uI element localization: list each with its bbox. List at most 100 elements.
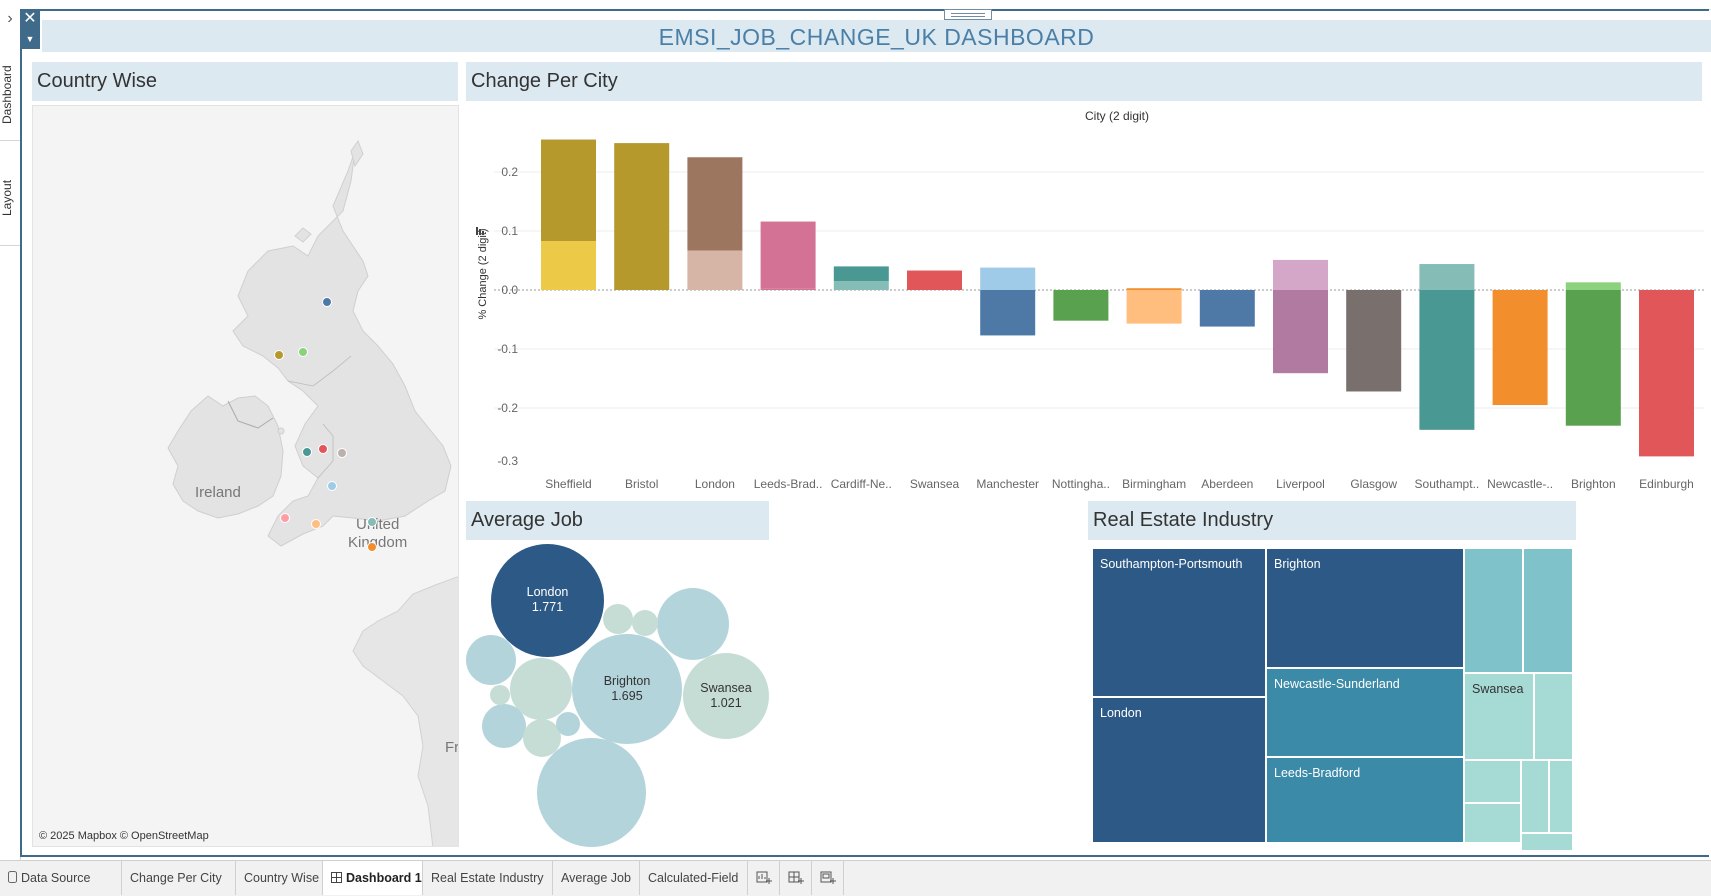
bar-aberdeen[interactable] xyxy=(1199,290,1255,327)
map-city-marker[interactable] xyxy=(318,444,328,454)
bar-segment[interactable] xyxy=(760,221,816,289)
map-city-marker[interactable] xyxy=(367,542,377,552)
average-job-title: Average Job xyxy=(466,501,769,540)
tab-data-source[interactable]: Data Source xyxy=(0,861,122,895)
bar-segment[interactable] xyxy=(1565,290,1621,426)
new-worksheet-icon[interactable] xyxy=(748,861,780,895)
bar-segment[interactable] xyxy=(907,270,962,290)
map-city-marker[interactable] xyxy=(322,297,332,307)
treemap-cell[interactable] xyxy=(1464,760,1521,803)
treemap-cell[interactable] xyxy=(1464,803,1521,843)
bar-segment[interactable] xyxy=(1346,290,1402,392)
sort-icon[interactable] xyxy=(476,227,484,235)
treemap-cell-swansea[interactable]: Swansea xyxy=(1464,673,1534,760)
map-city-marker[interactable] xyxy=(280,513,290,523)
bubble[interactable] xyxy=(556,712,580,736)
bar-segment[interactable] xyxy=(1492,290,1548,406)
move-handle-icon[interactable] xyxy=(944,9,992,20)
bar-glasgow[interactable] xyxy=(1346,290,1402,392)
bar-manchester[interactable] xyxy=(980,267,1036,336)
bubble[interactable] xyxy=(523,719,561,757)
side-tab-layout[interactable]: Layout xyxy=(0,179,14,216)
bar-segment[interactable] xyxy=(833,266,889,282)
bar-segment[interactable] xyxy=(760,288,816,290)
bar-segment[interactable] xyxy=(1419,290,1475,430)
map-city-marker[interactable] xyxy=(274,350,284,360)
bar-leeds-brad-[interactable] xyxy=(760,221,816,290)
tab-country-wise[interactable]: Country Wise xyxy=(236,861,323,895)
treemap-cell-leeds-bradford[interactable]: Leeds-Bradford xyxy=(1266,757,1464,843)
bar-segment[interactable] xyxy=(1126,290,1182,324)
treemap-cell[interactable] xyxy=(1523,548,1573,673)
bubble-brighton[interactable]: Brighton 1.695 xyxy=(572,634,682,744)
treemap-cell-brighton[interactable]: Brighton xyxy=(1266,548,1464,668)
treemap-cell[interactable] xyxy=(1464,548,1523,673)
bubble[interactable] xyxy=(510,658,572,720)
bar-cardiff-ne-[interactable] xyxy=(833,266,889,290)
bar-birmingham[interactable] xyxy=(1126,288,1182,324)
bubble-london[interactable]: London 1.771 xyxy=(491,544,604,657)
bubble-label: Swansea xyxy=(700,681,752,695)
bubble[interactable] xyxy=(482,704,526,748)
tab-calculated-field[interactable]: Calculated-Field xyxy=(640,861,748,895)
bar-segment[interactable] xyxy=(541,241,596,290)
map-city-marker[interactable] xyxy=(337,448,347,458)
bubble[interactable] xyxy=(537,738,646,847)
bar-segment[interactable] xyxy=(1273,290,1328,374)
bar-segment[interactable] xyxy=(1419,264,1475,290)
bar-segment[interactable] xyxy=(1199,290,1255,327)
bar-sheffield[interactable] xyxy=(541,139,596,290)
bubble[interactable] xyxy=(632,610,658,636)
treemap-cell-newcastle-sunderland[interactable]: Newcastle-Sunderland xyxy=(1266,668,1464,757)
map-city-marker[interactable] xyxy=(367,517,377,527)
bar-segment[interactable] xyxy=(833,281,889,290)
tab-change-per-city[interactable]: Change Per City xyxy=(122,861,236,895)
expand-chevron-icon[interactable]: › xyxy=(7,10,13,27)
bubble[interactable] xyxy=(490,685,510,705)
tab-real-estate-industry[interactable]: Real Estate Industry xyxy=(423,861,553,895)
bar-segment[interactable] xyxy=(1639,290,1694,457)
new-dashboard-icon[interactable] xyxy=(780,861,812,895)
bar-liverpool[interactable] xyxy=(1273,259,1328,374)
bar-nottingha-[interactable] xyxy=(1053,290,1109,321)
bar-bristol[interactable] xyxy=(614,143,670,290)
country-wise-map[interactable]: Ireland United Kingdom Fr © 2025 Mapbox … xyxy=(32,105,459,847)
bar-swansea[interactable] xyxy=(907,270,962,290)
treemap-cell-london[interactable]: London xyxy=(1092,697,1266,843)
close-icon[interactable]: ✕ xyxy=(20,9,40,29)
tab-average-job[interactable]: Average Job xyxy=(553,861,640,895)
bar-southampt-[interactable] xyxy=(1419,264,1475,430)
bar-brighton[interactable] xyxy=(1565,282,1621,426)
treemap-cell[interactable] xyxy=(1534,673,1573,760)
bar-newcastle-[interactable] xyxy=(1492,290,1548,406)
bubble-swansea[interactable]: Swansea 1.021 xyxy=(683,653,769,739)
bar-segment[interactable] xyxy=(541,139,596,242)
bar-london[interactable] xyxy=(687,157,743,290)
map-city-marker[interactable] xyxy=(311,519,321,529)
bar-edinburgh[interactable] xyxy=(1639,290,1694,457)
map-city-marker[interactable] xyxy=(302,447,312,457)
bar-segment[interactable] xyxy=(1273,259,1328,290)
treemap-cell[interactable] xyxy=(1521,833,1573,851)
bar-segment[interactable] xyxy=(1053,290,1109,321)
map-label-ireland: Ireland xyxy=(195,484,241,501)
bar-segment[interactable] xyxy=(1565,282,1621,290)
side-tab-dashboard[interactable]: Dashboard xyxy=(0,65,14,125)
treemap-cell-southampton-portsmouth[interactable]: Southampton-Portsmouth xyxy=(1092,548,1266,697)
map-city-marker[interactable] xyxy=(327,481,337,491)
treemap-cell[interactable] xyxy=(1521,760,1549,833)
tab-dashboard-1[interactable]: Dashboard 1 xyxy=(323,861,423,895)
bubble[interactable] xyxy=(603,604,633,634)
bar-segment[interactable] xyxy=(1126,288,1182,290)
bar-segment[interactable] xyxy=(980,267,1036,290)
dropdown-icon[interactable]: ▼ xyxy=(20,29,40,49)
bubble[interactable] xyxy=(657,588,729,660)
map-city-marker[interactable] xyxy=(298,347,308,357)
treemap-cell[interactable] xyxy=(1549,760,1573,833)
bar-segment[interactable] xyxy=(687,250,743,290)
bar-segment[interactable] xyxy=(614,143,670,290)
bubble[interactable] xyxy=(466,635,516,685)
bar-segment[interactable] xyxy=(687,157,743,251)
new-story-icon[interactable] xyxy=(812,861,844,895)
bar-segment[interactable] xyxy=(980,290,1036,336)
